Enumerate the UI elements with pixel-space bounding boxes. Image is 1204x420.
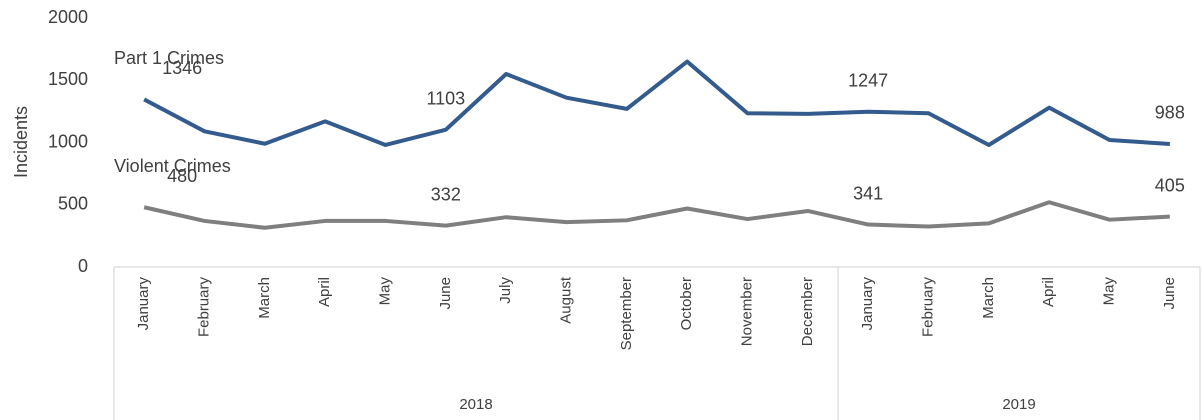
series-label: Part 1 Crimes — [114, 48, 224, 68]
y-tick-label: 500 — [58, 194, 88, 214]
x-tick-label: July — [497, 277, 514, 304]
data-label: 480 — [167, 166, 197, 186]
y-tick-label: 1000 — [48, 131, 88, 151]
x-tick-label: April — [1040, 277, 1057, 307]
x-tick-label: September — [618, 277, 635, 350]
x-tick-label: January — [859, 277, 876, 331]
data-label: 1247 — [848, 70, 888, 90]
x-tick-label: May — [376, 277, 393, 306]
group-label: 2018 — [459, 396, 492, 413]
x-tick-label: August — [557, 276, 574, 324]
line-series — [143, 200, 1170, 230]
y-axis-label: Incidents — [11, 106, 31, 178]
y-tick-label: 1500 — [48, 69, 88, 89]
data-label: 405 — [1155, 175, 1185, 195]
x-tick-label: November — [738, 277, 755, 346]
x-tick-label: February — [919, 277, 936, 338]
data-label: 332 — [431, 184, 461, 204]
data-label: 1103 — [426, 88, 465, 108]
x-tick-label: February — [195, 277, 212, 338]
data-label: 341 — [853, 183, 883, 203]
y-tick-label: 0 — [78, 256, 88, 276]
x-tick-label: June — [437, 277, 454, 310]
x-tick-label: May — [1100, 277, 1117, 306]
data-label: 988 — [1155, 103, 1185, 123]
x-tick-label: June — [1161, 277, 1178, 310]
x-tick-label: January — [135, 277, 152, 331]
x-tick-label: April — [316, 277, 333, 307]
series-label: Violent Crimes — [114, 156, 231, 176]
x-tick-label: March — [980, 277, 997, 319]
y-tick-label: 2000 — [48, 7, 88, 27]
x-tick-label: December — [799, 277, 816, 346]
group-label: 2019 — [1002, 396, 1035, 413]
line-series — [143, 59, 1170, 147]
data-label: 1346 — [162, 58, 202, 78]
x-tick-label: October — [678, 277, 695, 330]
x-tick-label: March — [256, 277, 273, 319]
